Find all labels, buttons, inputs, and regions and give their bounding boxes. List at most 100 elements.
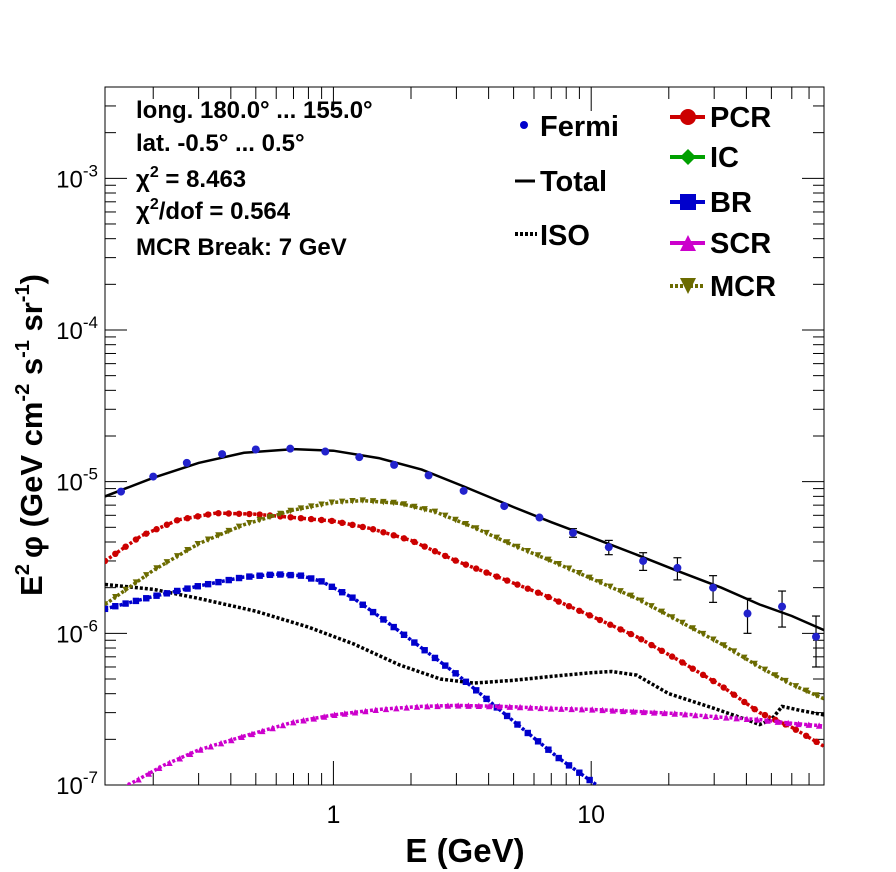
series-marker: [184, 547, 191, 554]
x-axis-title: E (GeV): [405, 832, 524, 869]
series-scr: [126, 702, 824, 785]
series-marker: [225, 510, 232, 517]
fermi-point: [743, 609, 752, 618]
series-marker: [246, 519, 253, 527]
series-marker: [764, 717, 771, 724]
series-marker: [338, 498, 346, 506]
series-marker: [699, 630, 707, 638]
series-line: [105, 572, 598, 785]
series-marker: [308, 503, 315, 510]
series-marker: [792, 683, 800, 690]
series-marker: [349, 521, 356, 529]
series-marker: [710, 636, 717, 643]
series-marker: [586, 574, 593, 581]
series-marker: [143, 572, 150, 579]
series-marker: [524, 585, 531, 592]
series-marker: [194, 583, 202, 590]
series-marker: [105, 605, 109, 613]
legend-mcr-label: MCR: [710, 271, 776, 303]
series-marker: [122, 586, 129, 594]
series-marker: [411, 538, 418, 546]
series-marker: [465, 702, 472, 709]
y-tick-label: 10-5: [56, 465, 98, 497]
series-marker: [689, 625, 696, 632]
series-line: [105, 447, 824, 632]
series-marker: [173, 587, 181, 595]
series-marker: [754, 716, 761, 723]
series-marker: [473, 565, 480, 572]
series-marker: [400, 631, 408, 639]
series-marker: [680, 278, 696, 294]
series-marker: [173, 517, 181, 524]
series-marker: [596, 616, 604, 624]
series-marker: [658, 608, 666, 616]
series-marker: [310, 715, 318, 722]
series-marker: [143, 595, 150, 602]
legend-left: Fermi Total ISO: [515, 111, 619, 252]
fermi-point: [709, 583, 718, 592]
series-marker: [235, 510, 243, 517]
y-tick-label: 10-7: [56, 768, 98, 800]
series-marker: [534, 552, 542, 559]
info-longitude: long. 180.0° ... 155.0°: [136, 97, 373, 124]
series-marker: [565, 602, 573, 610]
series-marker: [279, 721, 287, 729]
series-marker: [516, 703, 524, 711]
series-marker: [630, 708, 637, 715]
series-marker: [555, 754, 562, 762]
series-marker: [112, 593, 119, 601]
series-marker: [576, 607, 583, 614]
series-marker: [349, 594, 356, 601]
series-marker: [421, 647, 428, 654]
series-marker: [578, 705, 586, 713]
series-marker: [493, 534, 501, 542]
series-marker: [145, 770, 153, 777]
fermi-point: [500, 502, 509, 511]
series-marker: [112, 603, 119, 610]
series-marker: [421, 506, 428, 513]
legend-fermi-marker: [520, 121, 528, 129]
legend-br-label: BR: [710, 187, 752, 219]
fermi-point: [218, 450, 227, 459]
series-marker: [186, 750, 194, 757]
series-marker: [155, 764, 163, 772]
series-marker: [362, 707, 369, 715]
series-marker: [805, 721, 812, 728]
series-marker: [176, 755, 184, 762]
fermi-point: [639, 556, 648, 565]
series-marker: [215, 532, 222, 539]
series-marker: [122, 543, 129, 550]
series-marker: [774, 718, 782, 725]
series-marker: [434, 702, 441, 710]
series-marker: [813, 738, 820, 746]
series-marker: [545, 556, 552, 563]
series-marker: [586, 776, 593, 784]
series-marker: [699, 671, 707, 679]
x-tick-labels: 1 10: [326, 801, 605, 829]
series-marker: [483, 569, 490, 576]
info-chi2-dof: χ2/dof = 0.564: [136, 196, 291, 225]
series-marker: [503, 577, 511, 584]
series-marker: [122, 600, 129, 607]
series-marker: [576, 570, 583, 577]
series-marker: [607, 621, 614, 628]
series-marker: [132, 597, 140, 605]
series-marker: [297, 505, 305, 512]
series-pcr: [105, 510, 824, 748]
series-marker: [751, 660, 758, 668]
series-marker: [506, 703, 513, 710]
series-marker: [390, 623, 397, 631]
series-marker: [403, 704, 410, 711]
series-marker: [382, 705, 390, 713]
series-marker: [702, 712, 709, 720]
series-marker: [126, 781, 130, 785]
series-marker: [473, 525, 480, 532]
fermi-point: [321, 447, 330, 456]
series-marker: [184, 585, 191, 592]
fermi-point: [355, 453, 364, 462]
series-marker: [421, 543, 428, 550]
fermi-point: [812, 632, 821, 641]
series-marker: [235, 574, 243, 582]
series-marker: [215, 510, 222, 517]
series-marker: [153, 592, 160, 599]
